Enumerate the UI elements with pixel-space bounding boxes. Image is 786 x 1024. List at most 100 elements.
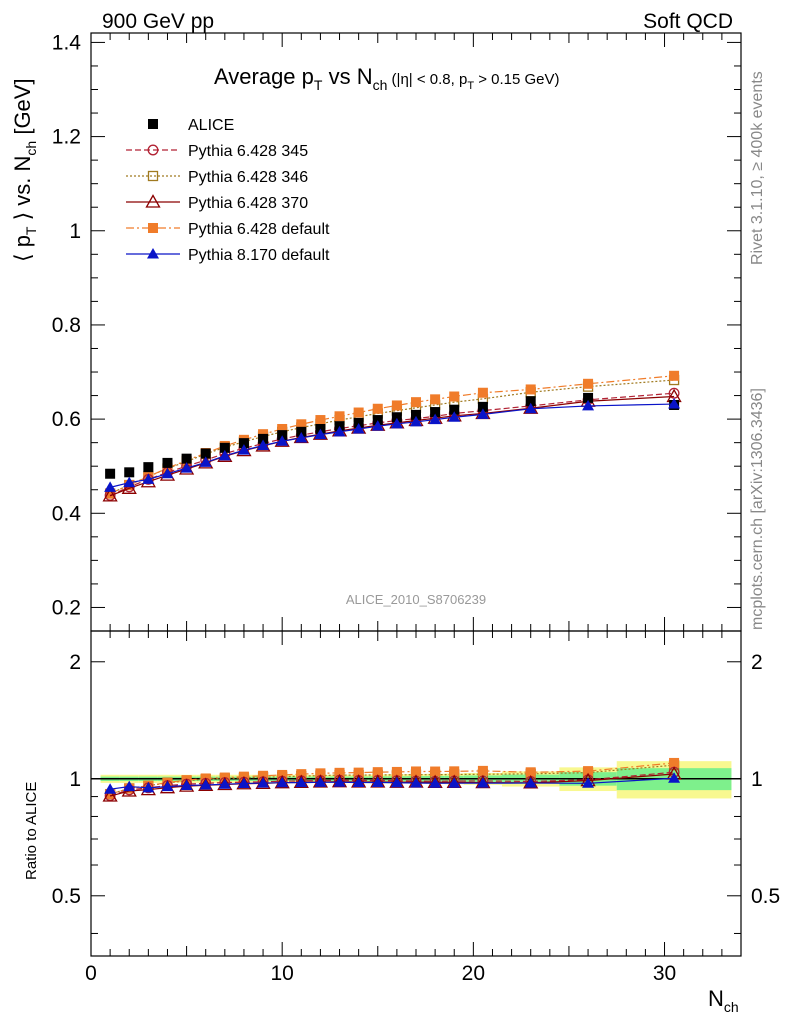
series-4-ratio-point [391, 766, 402, 777]
y-label-part: ⟩ vs. N [10, 156, 35, 227]
series-0-point [411, 409, 421, 420]
x-tick-label: 20 [462, 962, 485, 985]
series-4-ratio-point [411, 766, 421, 777]
title-part: vs N [322, 64, 372, 89]
legend-entry: Pythia 6.428 346 [126, 169, 308, 186]
legend-label: Pythia 6.428 346 [188, 169, 308, 186]
series-0-point [238, 438, 249, 449]
series-4-point [583, 378, 594, 389]
series-5-ratio-point [476, 777, 489, 788]
series-5-point [161, 467, 174, 479]
series-5-ratio-point [161, 780, 174, 792]
series-3-ratio-point [293, 774, 309, 789]
series-5-point [524, 402, 537, 414]
series-0-point [296, 426, 307, 437]
series-0-point [391, 412, 402, 423]
series-5-ratio-point [237, 777, 250, 788]
series-4-ratio-point [430, 766, 441, 777]
series-0-point [449, 404, 460, 415]
series-4-point [411, 397, 421, 408]
legend-marker [147, 144, 159, 156]
y-tick-label: 0.2 [52, 596, 81, 619]
legend-entry: ALICE [148, 117, 234, 134]
x-tick-label: 10 [270, 962, 293, 985]
series-5-ratio-point [218, 778, 231, 789]
ratio-y-tick-label: 0.5 [52, 885, 81, 908]
series-5-point [257, 439, 270, 450]
series-4-point [477, 387, 488, 398]
y-tick-label: 0.6 [52, 408, 81, 431]
series-4-point [334, 411, 345, 422]
series-1-point [668, 387, 680, 399]
series-5-ratio-point [582, 777, 595, 788]
y-label-subscript: T [23, 226, 39, 235]
title-subscript: T [314, 77, 323, 93]
series-4-ratio-point [315, 768, 326, 779]
ratio-y-tick-label: 2 [69, 651, 81, 674]
y-axis-label: ⟨ pT ⟩ vs. Nch [GeV] [10, 78, 39, 262]
series-3-ratio-point [102, 788, 118, 802]
x-tick-label: 0 [85, 962, 97, 985]
title-cut-part: > 0.15 GeV) [474, 71, 559, 88]
series-0-point [525, 396, 536, 407]
series-5-ratio-point [180, 779, 193, 790]
legend-label: Pythia 8.170 default [188, 247, 330, 264]
y-tick-label: 1.4 [52, 31, 82, 54]
series-0-point [105, 468, 116, 479]
series-5-point [199, 456, 212, 467]
legend-entry: Pythia 6.428 370 [126, 194, 308, 212]
series-5-point [448, 411, 461, 422]
series-5-ratio-point [123, 780, 136, 792]
series-5-ratio-point [410, 776, 422, 788]
series-5-point [237, 444, 250, 455]
series-0-point [181, 453, 192, 464]
series-3-ratio-point [312, 774, 329, 788]
series-4-line [109, 375, 675, 495]
series-4-point [372, 403, 383, 414]
series-4-ratio-point [477, 765, 488, 776]
series-5-ratio-point [448, 777, 461, 788]
series-4-ratio-point [583, 766, 594, 777]
series-3-point [102, 488, 118, 502]
title-cut-part: (|η| < 0.8, p [387, 71, 467, 88]
series-5-ratio-point [352, 776, 365, 788]
ratio-y-tick-label-right: 0.5 [751, 885, 780, 908]
x-label-subscript: ch [724, 999, 739, 1015]
series-3-ratio-point [274, 774, 290, 789]
legend-label: Pythia 6.428 370 [188, 195, 308, 212]
series-5-ratio-point [199, 778, 212, 790]
series-4-ratio-point [372, 767, 383, 778]
series-0-point [372, 415, 383, 426]
title-part: Average p [214, 64, 314, 89]
legend-entry: Pythia 6.428 default [126, 221, 330, 238]
series-5-point [410, 415, 422, 427]
ratio-y-tick-label-right: 2 [751, 651, 763, 674]
series-4-point [430, 394, 441, 405]
legend-label: ALICE [188, 117, 234, 134]
series-0-point [124, 467, 135, 478]
y-tick-label: 1 [69, 220, 81, 243]
y-tick-label: 0.4 [52, 502, 82, 525]
series-4-point [277, 423, 288, 434]
series-4-ratio-point [669, 757, 680, 768]
series-4-point [391, 400, 402, 411]
series-4-point [296, 419, 307, 430]
series-5-point [104, 481, 117, 492]
mcplots-label: mcplots.cern.ch [arXiv:1306.3436] [749, 388, 766, 630]
series-5-ratio-point [668, 772, 681, 783]
legend-entry: Pythia 6.428 345 [126, 143, 308, 160]
series-5-point [180, 462, 193, 473]
legend-marker [148, 223, 158, 233]
legend-marker [147, 170, 159, 182]
series-0-point [162, 457, 173, 468]
series-4-point [315, 415, 326, 426]
series-5-point [295, 431, 308, 443]
series-4-ratio-point [105, 789, 116, 800]
series-5-point [668, 398, 681, 409]
series-5-ratio-point [295, 776, 308, 788]
series-3-point [121, 480, 137, 494]
ratio-y-axis-label: Ratio to ALICE [23, 782, 40, 880]
series-5-ratio-point [524, 777, 537, 788]
series-0-point [477, 401, 488, 412]
